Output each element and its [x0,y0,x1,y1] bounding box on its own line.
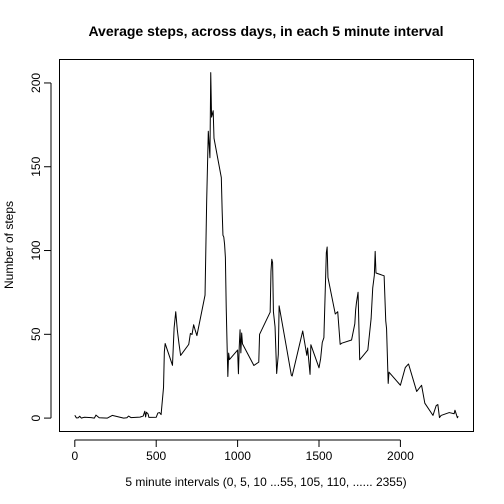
series-line [74,72,459,419]
x-tick-label: 0 [71,449,78,463]
x-axis-label: 5 minute intervals (0, 5, 10 ...55, 105,… [125,475,406,489]
x-tick-label: 1000 [224,449,251,463]
x-tick-label: 1500 [306,449,333,463]
y-tick-label: 0 [29,414,43,421]
x-tick-label: 500 [146,449,166,463]
y-tick-label: 50 [29,327,43,341]
x-tick-label: 2000 [387,449,414,463]
x-axis: 0 500 1000 1500 2000 [71,439,414,463]
y-axis: 0 50 100 150 200 [29,73,52,421]
chart-title: Average steps, across days, in each 5 mi… [88,23,443,39]
y-tick-label: 150 [29,156,43,176]
y-axis-label: Number of steps [2,201,16,289]
series-layer [74,72,459,419]
y-tick-label: 200 [29,73,43,93]
plot-area-frame [59,59,474,432]
y-tick-label: 100 [29,240,43,260]
